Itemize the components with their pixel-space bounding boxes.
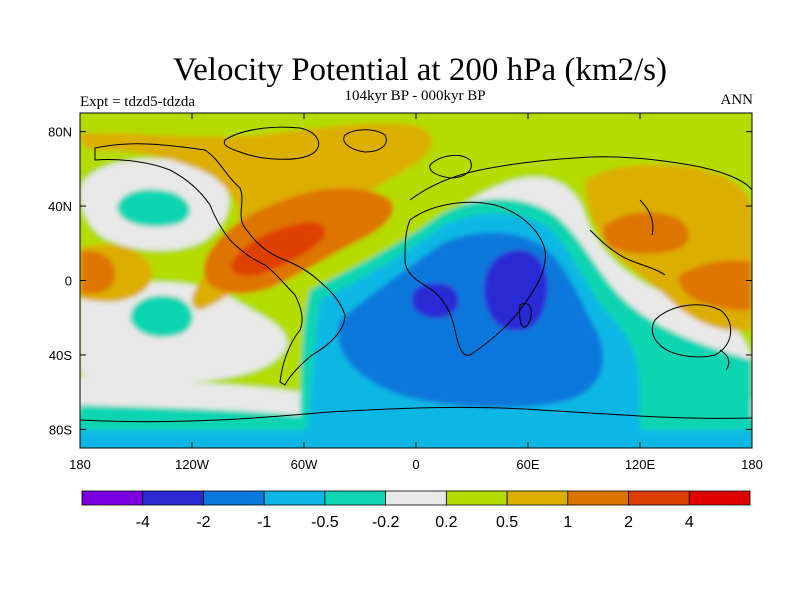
x-tick-label: 60W xyxy=(291,457,318,472)
colorbar-label: -4 xyxy=(136,514,150,531)
colorbar-swatch xyxy=(506,490,569,506)
colorbar-swatch xyxy=(263,490,326,506)
colorbar-swatch xyxy=(628,490,690,506)
contour-band xyxy=(80,430,752,448)
colorbar-swatch xyxy=(324,490,387,506)
colorbar-label: 4 xyxy=(685,514,694,531)
x-tick-label: 60E xyxy=(516,457,539,472)
y-tick-label: 0 xyxy=(65,274,72,289)
y-tick-label: 80N xyxy=(48,125,72,140)
x-tick-label: 120E xyxy=(625,457,656,472)
colorbar-label: -0.5 xyxy=(311,514,339,531)
contour-band xyxy=(603,212,690,254)
x-tick-label: 120W xyxy=(175,457,210,472)
y-tick-label: 40S xyxy=(49,348,72,363)
colorbar-swatch xyxy=(81,490,144,506)
colorbar-label: 1 xyxy=(563,514,572,531)
colorbar-swatch xyxy=(688,490,751,506)
colorbar-swatch xyxy=(142,490,204,506)
colorbar-label: -2 xyxy=(196,514,210,531)
colorbar-swatch xyxy=(445,490,508,506)
colorbar-swatch xyxy=(567,490,629,506)
y-tick-label: 40N xyxy=(48,199,72,214)
y-tick-label: 80S xyxy=(49,422,72,437)
contour-band xyxy=(117,189,190,227)
contour-band xyxy=(130,295,193,338)
colorbar-label: 0.5 xyxy=(496,514,518,531)
y-axis: 80N 40N 0 40S 80S xyxy=(48,125,752,437)
colorbar-label: -1 xyxy=(257,514,271,531)
chart-subtitle: 104kyr BP - 000kyr BP xyxy=(344,88,486,104)
contour-band xyxy=(231,222,326,276)
contour-band xyxy=(484,250,548,331)
contour-band xyxy=(80,251,115,294)
season-label: ANN xyxy=(720,92,754,108)
x-tick-label: 180 xyxy=(69,457,91,472)
x-axis: 180 120W 60W 0 60E 120E 180 xyxy=(69,113,763,472)
x-tick-label: 0 xyxy=(412,457,419,472)
colorbar-label: 2 xyxy=(624,514,633,531)
x-tick-label: 180 xyxy=(741,457,763,472)
chart-title: Velocity Potential at 200 hPa (km2/s) xyxy=(172,52,668,88)
contour-band xyxy=(678,260,752,311)
contour-field xyxy=(80,113,752,448)
coastlines xyxy=(80,126,752,423)
colorbar: -4 -2 -1 -0.5 -0.2 0.2 0.5 1 2 4 xyxy=(81,490,751,531)
colorbar-label: -0.2 xyxy=(372,514,400,531)
experiment-label: Expt = tdzd5-tdzda xyxy=(80,94,196,110)
contour-band xyxy=(412,283,459,319)
contour-band xyxy=(80,282,287,384)
colorbar-swatch xyxy=(385,490,447,506)
colorbar-label: 0.2 xyxy=(435,514,457,531)
colorbar-swatch xyxy=(203,490,265,506)
